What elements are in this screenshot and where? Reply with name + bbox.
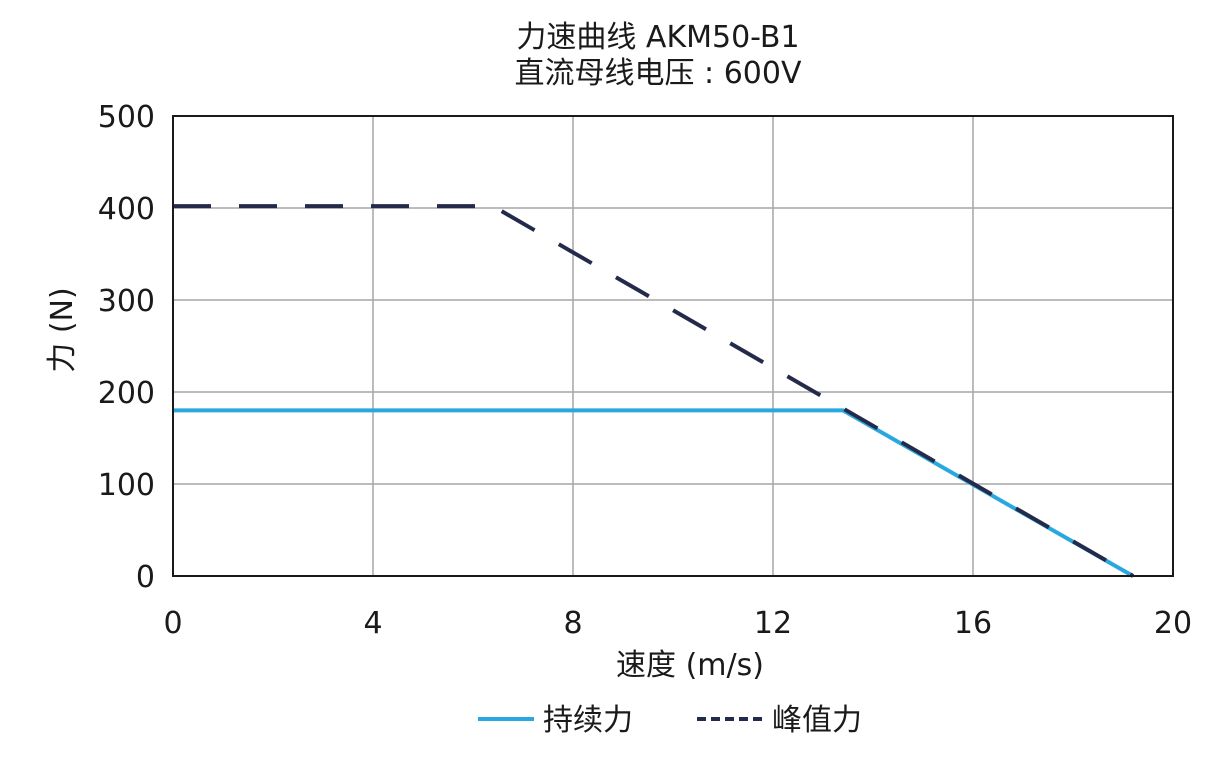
series-line-peak-force xyxy=(173,204,1135,578)
x-tick-label: 16 xyxy=(954,606,992,641)
x-tick-label: 4 xyxy=(363,606,382,641)
y-tick-label: 100 xyxy=(98,468,155,503)
chart-title: 力速曲线 AKM50-B1 xyxy=(516,20,799,55)
x-tick-label: 0 xyxy=(163,606,182,641)
legend-label-continuous: 持续力 xyxy=(543,703,633,738)
x-tick-label: 20 xyxy=(1154,606,1192,641)
legend-label-peak: 峰值力 xyxy=(772,703,862,738)
y-axis-label: 力 (N) xyxy=(45,287,80,372)
y-tick-label: 300 xyxy=(98,284,155,319)
chart-subtitle: 直流母线电压 : 600V xyxy=(515,56,802,91)
y-tick-label: 400 xyxy=(98,192,155,227)
series-layer xyxy=(173,204,1135,578)
y-tick-label: 0 xyxy=(136,560,155,595)
plot-frame xyxy=(172,115,1174,577)
y-tick-label: 200 xyxy=(98,376,155,411)
x-tick-label: 8 xyxy=(563,606,582,641)
grid-lines xyxy=(172,115,1174,577)
x-axis-label: 速度 (m/s) xyxy=(616,648,764,683)
y-tick-label: 500 xyxy=(98,100,155,135)
y-tick-labels: 0 100 200 300 400 500 xyxy=(98,100,155,595)
x-tick-label: 12 xyxy=(754,606,792,641)
legend: 持续力 峰值力 xyxy=(478,703,862,738)
x-tick-labels: 0 4 8 12 16 20 xyxy=(163,606,1192,641)
